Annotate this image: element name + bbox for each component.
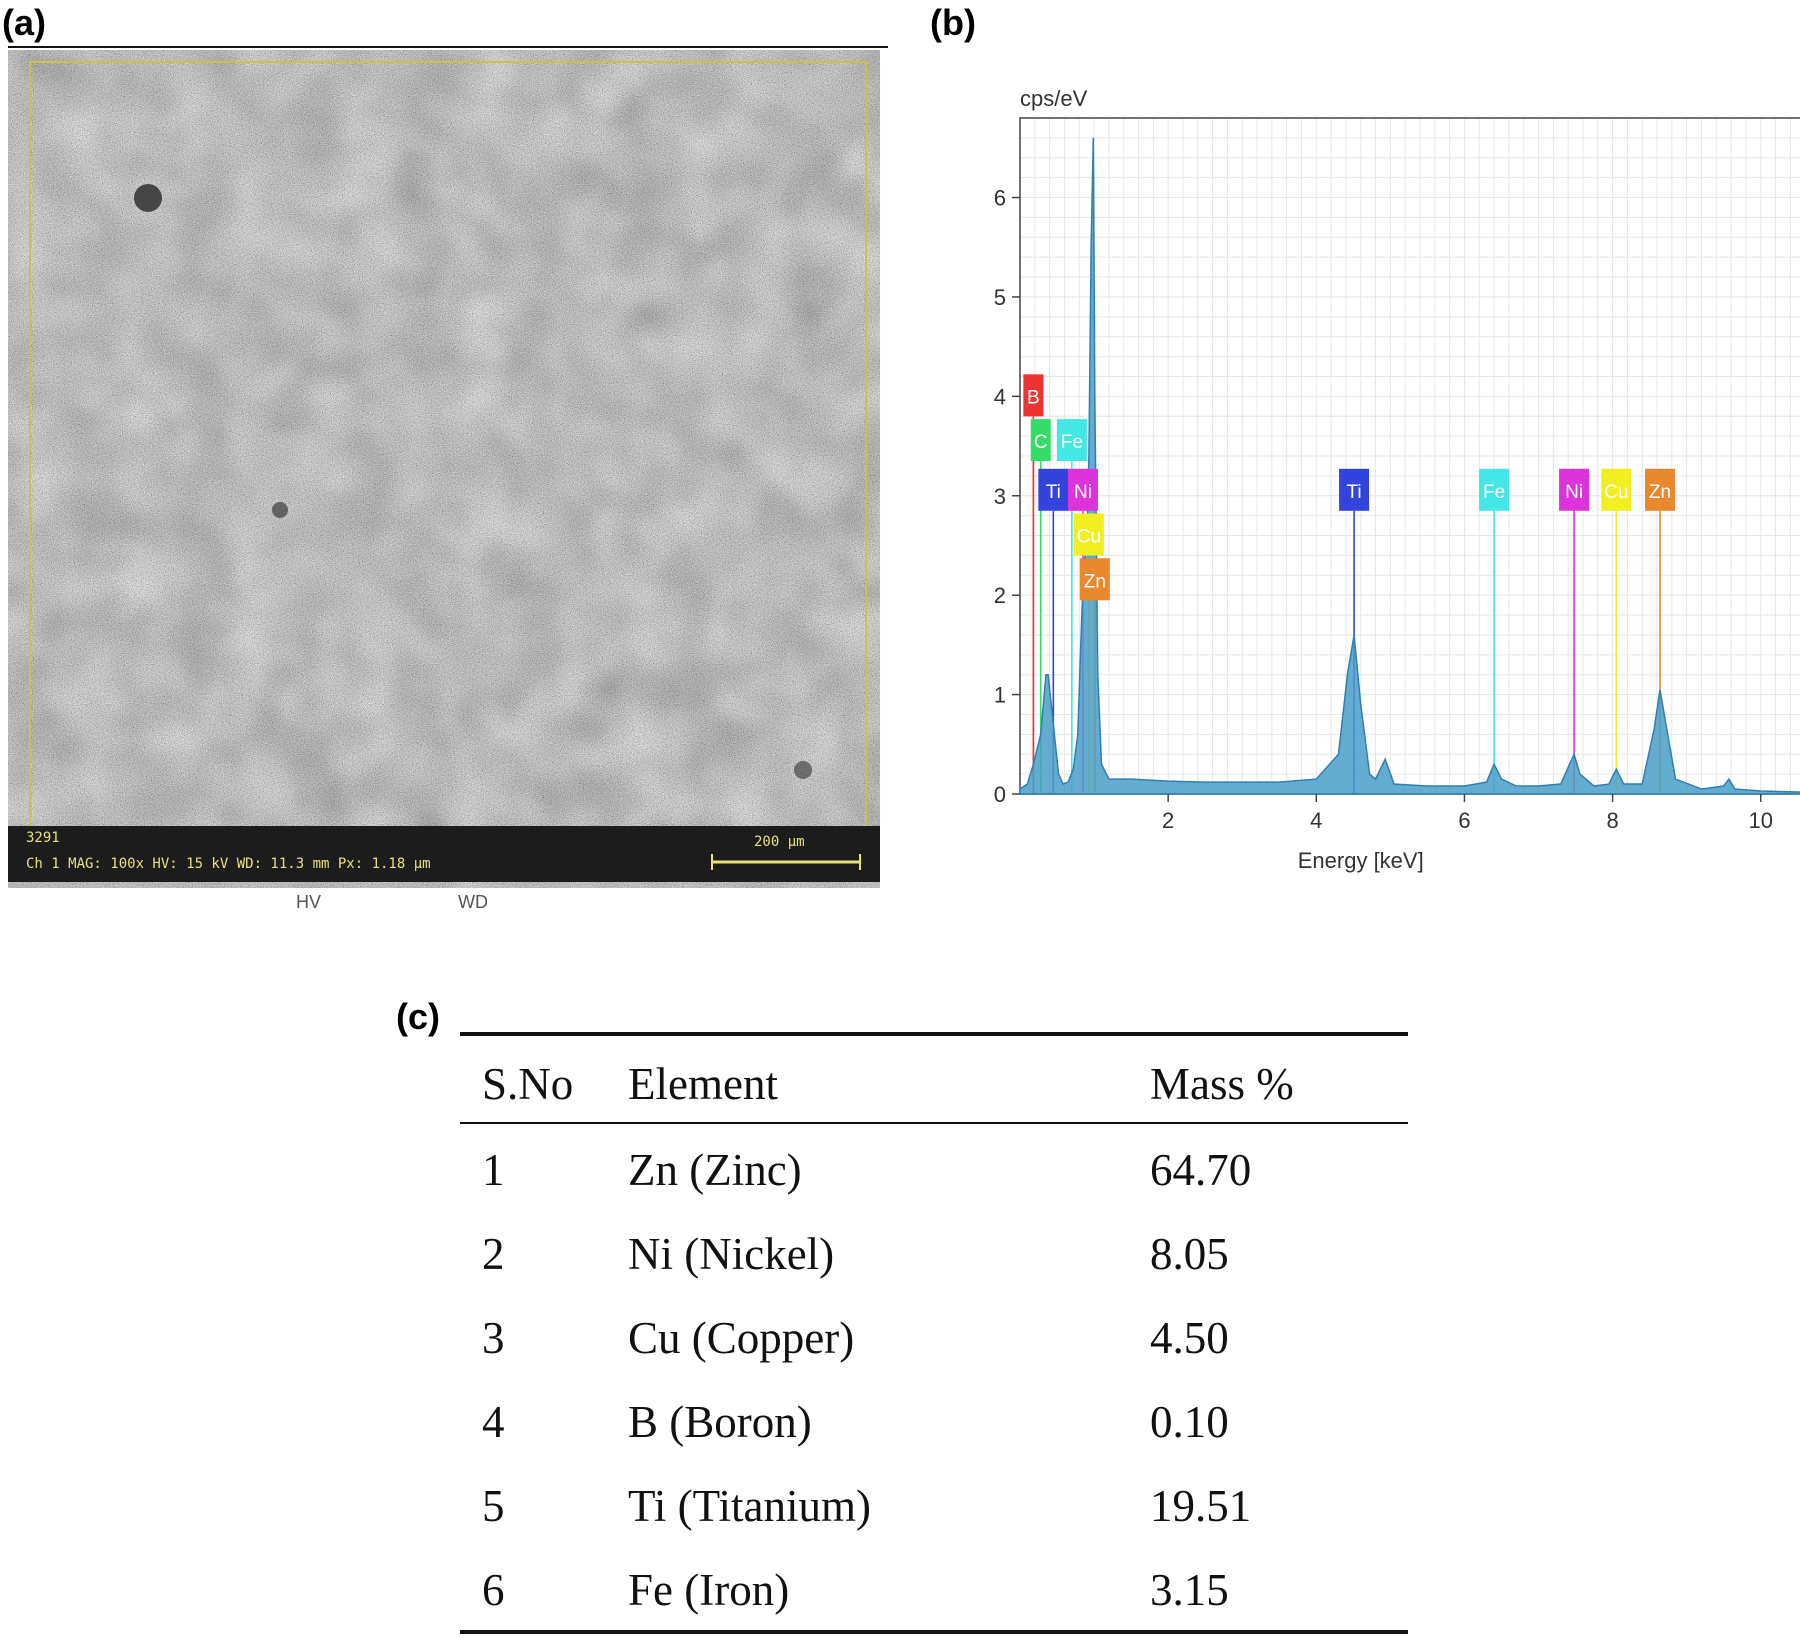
eds-element-tag-label: Ti bbox=[1046, 482, 1061, 503]
eds-element-tag-label: Ti bbox=[1347, 482, 1362, 503]
eds-element-tag-label: Cu bbox=[1604, 482, 1628, 503]
eds-element-tag-label: B bbox=[1027, 387, 1040, 408]
eds-x-tick-label: 4 bbox=[1310, 808, 1322, 833]
header-mass: Mass % bbox=[1150, 1059, 1294, 1109]
cell-mass: 8.05 bbox=[1150, 1229, 1229, 1279]
sem-scale-label: 200 µm bbox=[754, 834, 805, 850]
eds-spectrum-area bbox=[1019, 137, 1800, 795]
cell-mass: 0.10 bbox=[1150, 1397, 1229, 1447]
eds-y-tick-label: 5 bbox=[994, 285, 1006, 310]
sem-dark-pit bbox=[134, 184, 162, 212]
eds-element-tag-label: Zn bbox=[1084, 571, 1106, 592]
header-sno: S.No bbox=[482, 1059, 574, 1109]
sem-info-bar bbox=[8, 826, 880, 882]
eds-element-tag bbox=[1479, 468, 1510, 511]
table-header-rule bbox=[460, 1122, 1408, 1124]
eds-element-tag bbox=[1559, 468, 1590, 511]
eds-x-tick-label: 8 bbox=[1606, 808, 1618, 833]
eds-element-tag bbox=[1056, 419, 1087, 462]
sem-under-label-wd: WD bbox=[458, 892, 488, 912]
cell-sno: 2 bbox=[482, 1229, 505, 1279]
sem-image bbox=[8, 50, 880, 888]
eds-y-tick-label: 0 bbox=[994, 782, 1006, 807]
eds-element-tag-label: Ni bbox=[1074, 482, 1092, 503]
cell-mass: 19.51 bbox=[1150, 1481, 1252, 1531]
eds-element-tag bbox=[1067, 468, 1098, 511]
sem-dark-pit-2 bbox=[272, 502, 288, 518]
cell-element: Fe (Iron) bbox=[628, 1565, 790, 1615]
eds-element-tag-label: Ni bbox=[1565, 482, 1583, 503]
cell-sno: 1 bbox=[482, 1145, 505, 1195]
cell-sno: 6 bbox=[482, 1565, 505, 1615]
panel-label-a: (a) bbox=[2, 2, 46, 43]
eds-y-axis-label: cps/eV bbox=[1020, 86, 1088, 111]
eds-axis-ticks: 2 4 6 8 10 0 1 2 3 4 5 6 bbox=[994, 186, 1773, 833]
cell-mass: 64.70 bbox=[1150, 1145, 1252, 1195]
eds-element-tag bbox=[1023, 374, 1044, 417]
cell-element: Ni (Nickel) bbox=[628, 1229, 835, 1279]
eds-element-tag-label: Zn bbox=[1649, 482, 1671, 503]
eds-spectrum-chart: 2 4 6 8 10 0 1 2 3 4 5 6 B C Fe Ti Ni Cu Zn Ti Fe Ni Cu Zn cps… bbox=[994, 86, 1800, 873]
cell-sno: 5 bbox=[482, 1481, 505, 1531]
eds-y-tick-label: 2 bbox=[994, 583, 1006, 608]
eds-element-tag-label: Fe bbox=[1061, 432, 1083, 453]
cell-mass: 4.50 bbox=[1150, 1313, 1229, 1363]
eds-element-tag bbox=[1645, 468, 1675, 511]
eds-x-tick-label: 6 bbox=[1458, 808, 1470, 833]
cell-element: Cu (Copper) bbox=[628, 1313, 855, 1363]
eds-y-tick-label: 6 bbox=[994, 186, 1006, 211]
eds-element-tag bbox=[1079, 558, 1110, 601]
sem-top-rule bbox=[8, 46, 888, 48]
eds-element-tag bbox=[1339, 468, 1370, 511]
eds-x-tick-label: 2 bbox=[1162, 808, 1174, 833]
eds-element-tag bbox=[1030, 419, 1051, 462]
cell-sno: 3 bbox=[482, 1313, 505, 1363]
sem-info-line-1: 3291 bbox=[26, 830, 60, 846]
eds-x-axis-label: Energy [keV] bbox=[1298, 848, 1424, 873]
sem-texture bbox=[8, 50, 880, 888]
sem-under-label-hv: HV bbox=[296, 892, 322, 912]
cell-mass: 3.15 bbox=[1150, 1565, 1229, 1615]
sem-dark-pit-3 bbox=[794, 761, 812, 779]
eds-element-tag-label: Fe bbox=[1483, 482, 1505, 503]
eds-y-tick-label: 4 bbox=[994, 384, 1006, 409]
cell-element: B (Boron) bbox=[628, 1397, 812, 1447]
cell-sno: 4 bbox=[482, 1397, 505, 1447]
panel-label-b: (b) bbox=[930, 2, 976, 43]
sem-info-line-2: Ch 1 MAG: 100x HV: 15 kV WD: 11.3 mm Px:… bbox=[26, 856, 431, 872]
eds-element-tags: B C Fe Ti Ni Cu Zn Ti Fe Ni Cu Zn bbox=[1023, 374, 1675, 601]
eds-y-tick-label: 3 bbox=[994, 484, 1006, 509]
cell-element: Ti (Titanium) bbox=[628, 1481, 872, 1531]
header-element: Element bbox=[628, 1059, 778, 1109]
eds-element-tag bbox=[1073, 513, 1104, 556]
eds-element-tag bbox=[1601, 468, 1632, 511]
table-top-rule bbox=[460, 1032, 1408, 1036]
table-bottom-rule bbox=[460, 1630, 1408, 1634]
eds-y-tick-label: 1 bbox=[994, 683, 1006, 708]
cell-element: Zn (Zinc) bbox=[628, 1145, 802, 1195]
eds-grid bbox=[1019, 117, 1800, 795]
sem-micrograph-panel: 3291 Ch 1 MAG: 100x HV: 15 kV WD: 11.3 m… bbox=[8, 46, 888, 912]
panel-label-c: (c) bbox=[396, 996, 440, 1037]
eds-element-tag-label: Cu bbox=[1077, 527, 1101, 548]
eds-x-tick-label: 10 bbox=[1748, 808, 1772, 833]
eds-element-tag bbox=[1038, 468, 1069, 511]
eds-element-tag-label: C bbox=[1034, 432, 1048, 453]
